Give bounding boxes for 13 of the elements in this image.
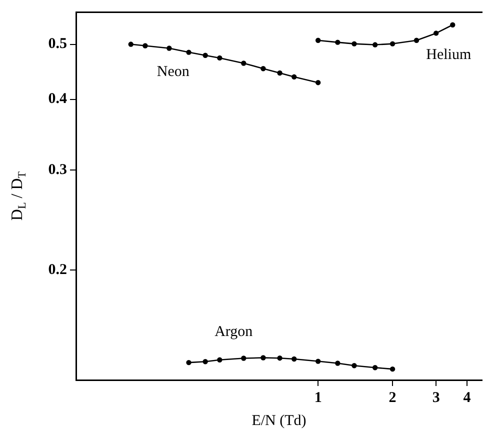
y-tick-label: 0.3 — [48, 162, 67, 178]
x-tick-label: 3 — [432, 390, 440, 406]
y-tick-label: 0.4 — [48, 91, 68, 108]
series-label: Neon — [156, 64, 190, 80]
series-label: Argon — [214, 324, 254, 340]
x-tick-label: 4 — [463, 390, 472, 406]
y-tick-label: 0.2 — [48, 262, 67, 278]
x-axis-title: E/N (Td) — [252, 412, 306, 429]
x-tick-label: 2 — [388, 390, 396, 406]
y-tick-label: 0.5 — [48, 36, 67, 52]
series-label: Helium — [426, 46, 472, 63]
y-axis-title: DL / DT — [9, 171, 29, 221]
x-tick-label: 1 — [314, 390, 322, 406]
